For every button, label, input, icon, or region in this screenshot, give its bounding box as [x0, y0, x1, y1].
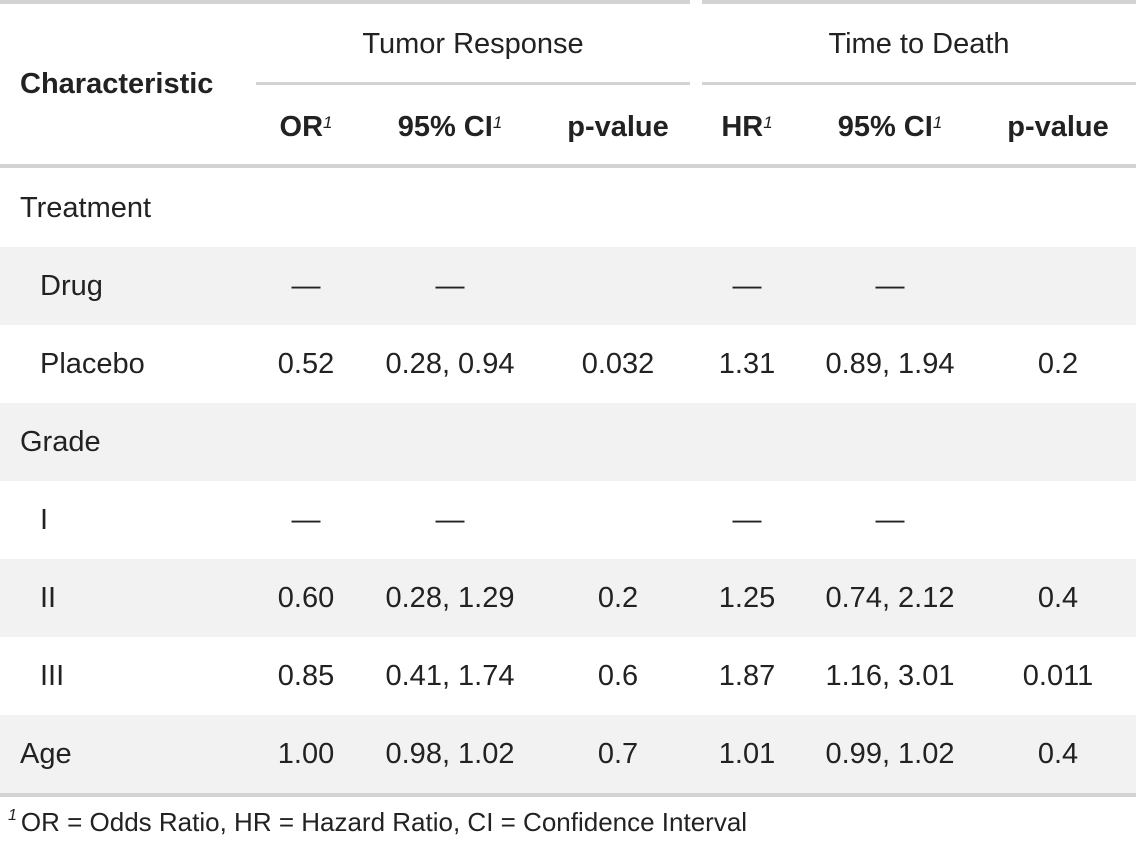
table-row: II 0.60 0.28, 1.29 0.2 1.25 0.74, 2.12 0.4: [0, 559, 1136, 637]
table-cell: [988, 403, 1128, 481]
table-cell: [548, 403, 688, 481]
column-header-hr-ci: 95% CI1: [802, 106, 978, 148]
spanner-tumor-response: Tumor Response: [362, 28, 584, 60]
column-header-or-ci: 95% CI1: [362, 106, 538, 148]
column-header-label: OR: [279, 111, 324, 143]
column-header-or: OR1: [262, 106, 350, 148]
table-cell: [548, 481, 688, 559]
table-cell: [548, 169, 688, 247]
table-row: III 0.85 0.41, 1.74 0.6 1.87 1.16, 3.01 0.011: [0, 637, 1136, 715]
table-cell: —: [732, 504, 762, 536]
column-header-label: p-value: [567, 111, 669, 143]
table-cell: 0.99, 1.02: [825, 738, 955, 770]
table-cell: 0.7: [597, 738, 639, 770]
table-cell: 0.6: [597, 660, 639, 692]
table-cell: 0.011: [1022, 660, 1094, 692]
table-cell: —: [435, 270, 465, 302]
table-cell: 0.60: [277, 582, 335, 614]
table-cell: [548, 247, 688, 325]
footnote-mark: 1: [763, 113, 773, 132]
table-cell: —: [875, 504, 905, 536]
table-cell: [702, 403, 792, 481]
footnote-mark: 1: [932, 113, 943, 132]
spanner-rule-tumor-response: [256, 82, 690, 85]
row-label: II: [40, 582, 57, 614]
top-rule-right: [702, 0, 1136, 4]
row-label: Drug: [40, 270, 103, 302]
column-header-label: HR: [721, 111, 764, 143]
table-cell: 0.28, 1.29: [385, 582, 515, 614]
table-cell: 0.85: [277, 660, 335, 692]
table-cell: 0.4: [1037, 738, 1079, 770]
table-cell: [988, 169, 1128, 247]
table-cell: 1.31: [718, 348, 776, 380]
table-cell: 0.89, 1.94: [825, 348, 955, 380]
row-label: Treatment: [20, 192, 152, 224]
table-row: Age 1.00 0.98, 1.02 0.7 1.01 0.99, 1.02 0.4: [0, 715, 1136, 793]
table-cell: —: [291, 270, 321, 302]
table-cell: [362, 169, 538, 247]
table-cell: 0.41, 1.74: [385, 660, 515, 692]
table-cell: [262, 169, 350, 247]
row-label: III: [40, 660, 65, 692]
table-row: Placebo 0.52 0.28, 0.94 0.032 1.31 0.89, 1.94…: [0, 325, 1136, 403]
table-cell: 0.28, 0.94: [385, 348, 515, 380]
table-cell: [802, 403, 978, 481]
column-header-label: 95% CI: [837, 111, 933, 143]
table-cell: 0.2: [1037, 348, 1079, 380]
top-rule-left: [0, 0, 690, 4]
table-cell: 0.74, 2.12: [825, 582, 955, 614]
table-footnote: 1 OR = Odds Ratio, HR = Hazard Ratio, CI …: [8, 802, 747, 842]
footnote-mark: 1: [8, 807, 17, 824]
table-cell: [802, 169, 978, 247]
table-cell: 1.25: [718, 582, 776, 614]
table-cell: [362, 403, 538, 481]
table-row: I — — — —: [0, 481, 1136, 559]
table-cell: 0.2: [597, 582, 639, 614]
column-header-label: p-value: [1007, 111, 1109, 143]
table-cell: —: [291, 504, 321, 536]
characteristic-header: Characteristic: [20, 68, 214, 100]
table-cell: 0.4: [1037, 582, 1079, 614]
row-label: Placebo: [40, 348, 145, 380]
table-cell: 0.98, 1.02: [385, 738, 515, 770]
table-cell: 1.16, 3.01: [825, 660, 955, 692]
bottom-rule: [0, 793, 1136, 797]
table-row: Drug — — — —: [0, 247, 1136, 325]
table-cell: —: [732, 270, 762, 302]
spanner-time-to-death: Time to Death: [828, 28, 1010, 60]
row-label: Age: [20, 738, 72, 770]
table-row: Grade: [0, 403, 1136, 481]
spanner-rule-time-to-death: [702, 82, 1136, 85]
table-cell: [262, 403, 350, 481]
table-cell: 1.01: [718, 738, 776, 770]
table-cell: 1.87: [718, 660, 776, 692]
table-cell: [702, 169, 792, 247]
column-header-label: 95% CI: [397, 111, 493, 143]
column-header-or-p-value: p-value: [548, 106, 688, 148]
footnote-mark: 1: [323, 113, 333, 132]
header-rule: [0, 164, 1136, 168]
table-cell: [988, 247, 1128, 325]
column-header-hr: HR1: [702, 106, 792, 148]
row-label: Grade: [20, 426, 101, 458]
footnote-mark: 1: [492, 113, 503, 132]
table-cell: 1.00: [277, 738, 335, 770]
table-cell: 0.032: [581, 348, 655, 380]
row-label: I: [40, 504, 49, 536]
footnote-text: OR = Odds Ratio, HR = Hazard Ratio, CI =…: [20, 807, 748, 837]
table-cell: —: [875, 270, 905, 302]
column-header-hr-p-value: p-value: [988, 106, 1128, 148]
table-cell: 0.52: [277, 348, 335, 380]
table-row: Treatment: [0, 169, 1136, 247]
table-cell: —: [435, 504, 465, 536]
table-cell: [988, 481, 1128, 559]
